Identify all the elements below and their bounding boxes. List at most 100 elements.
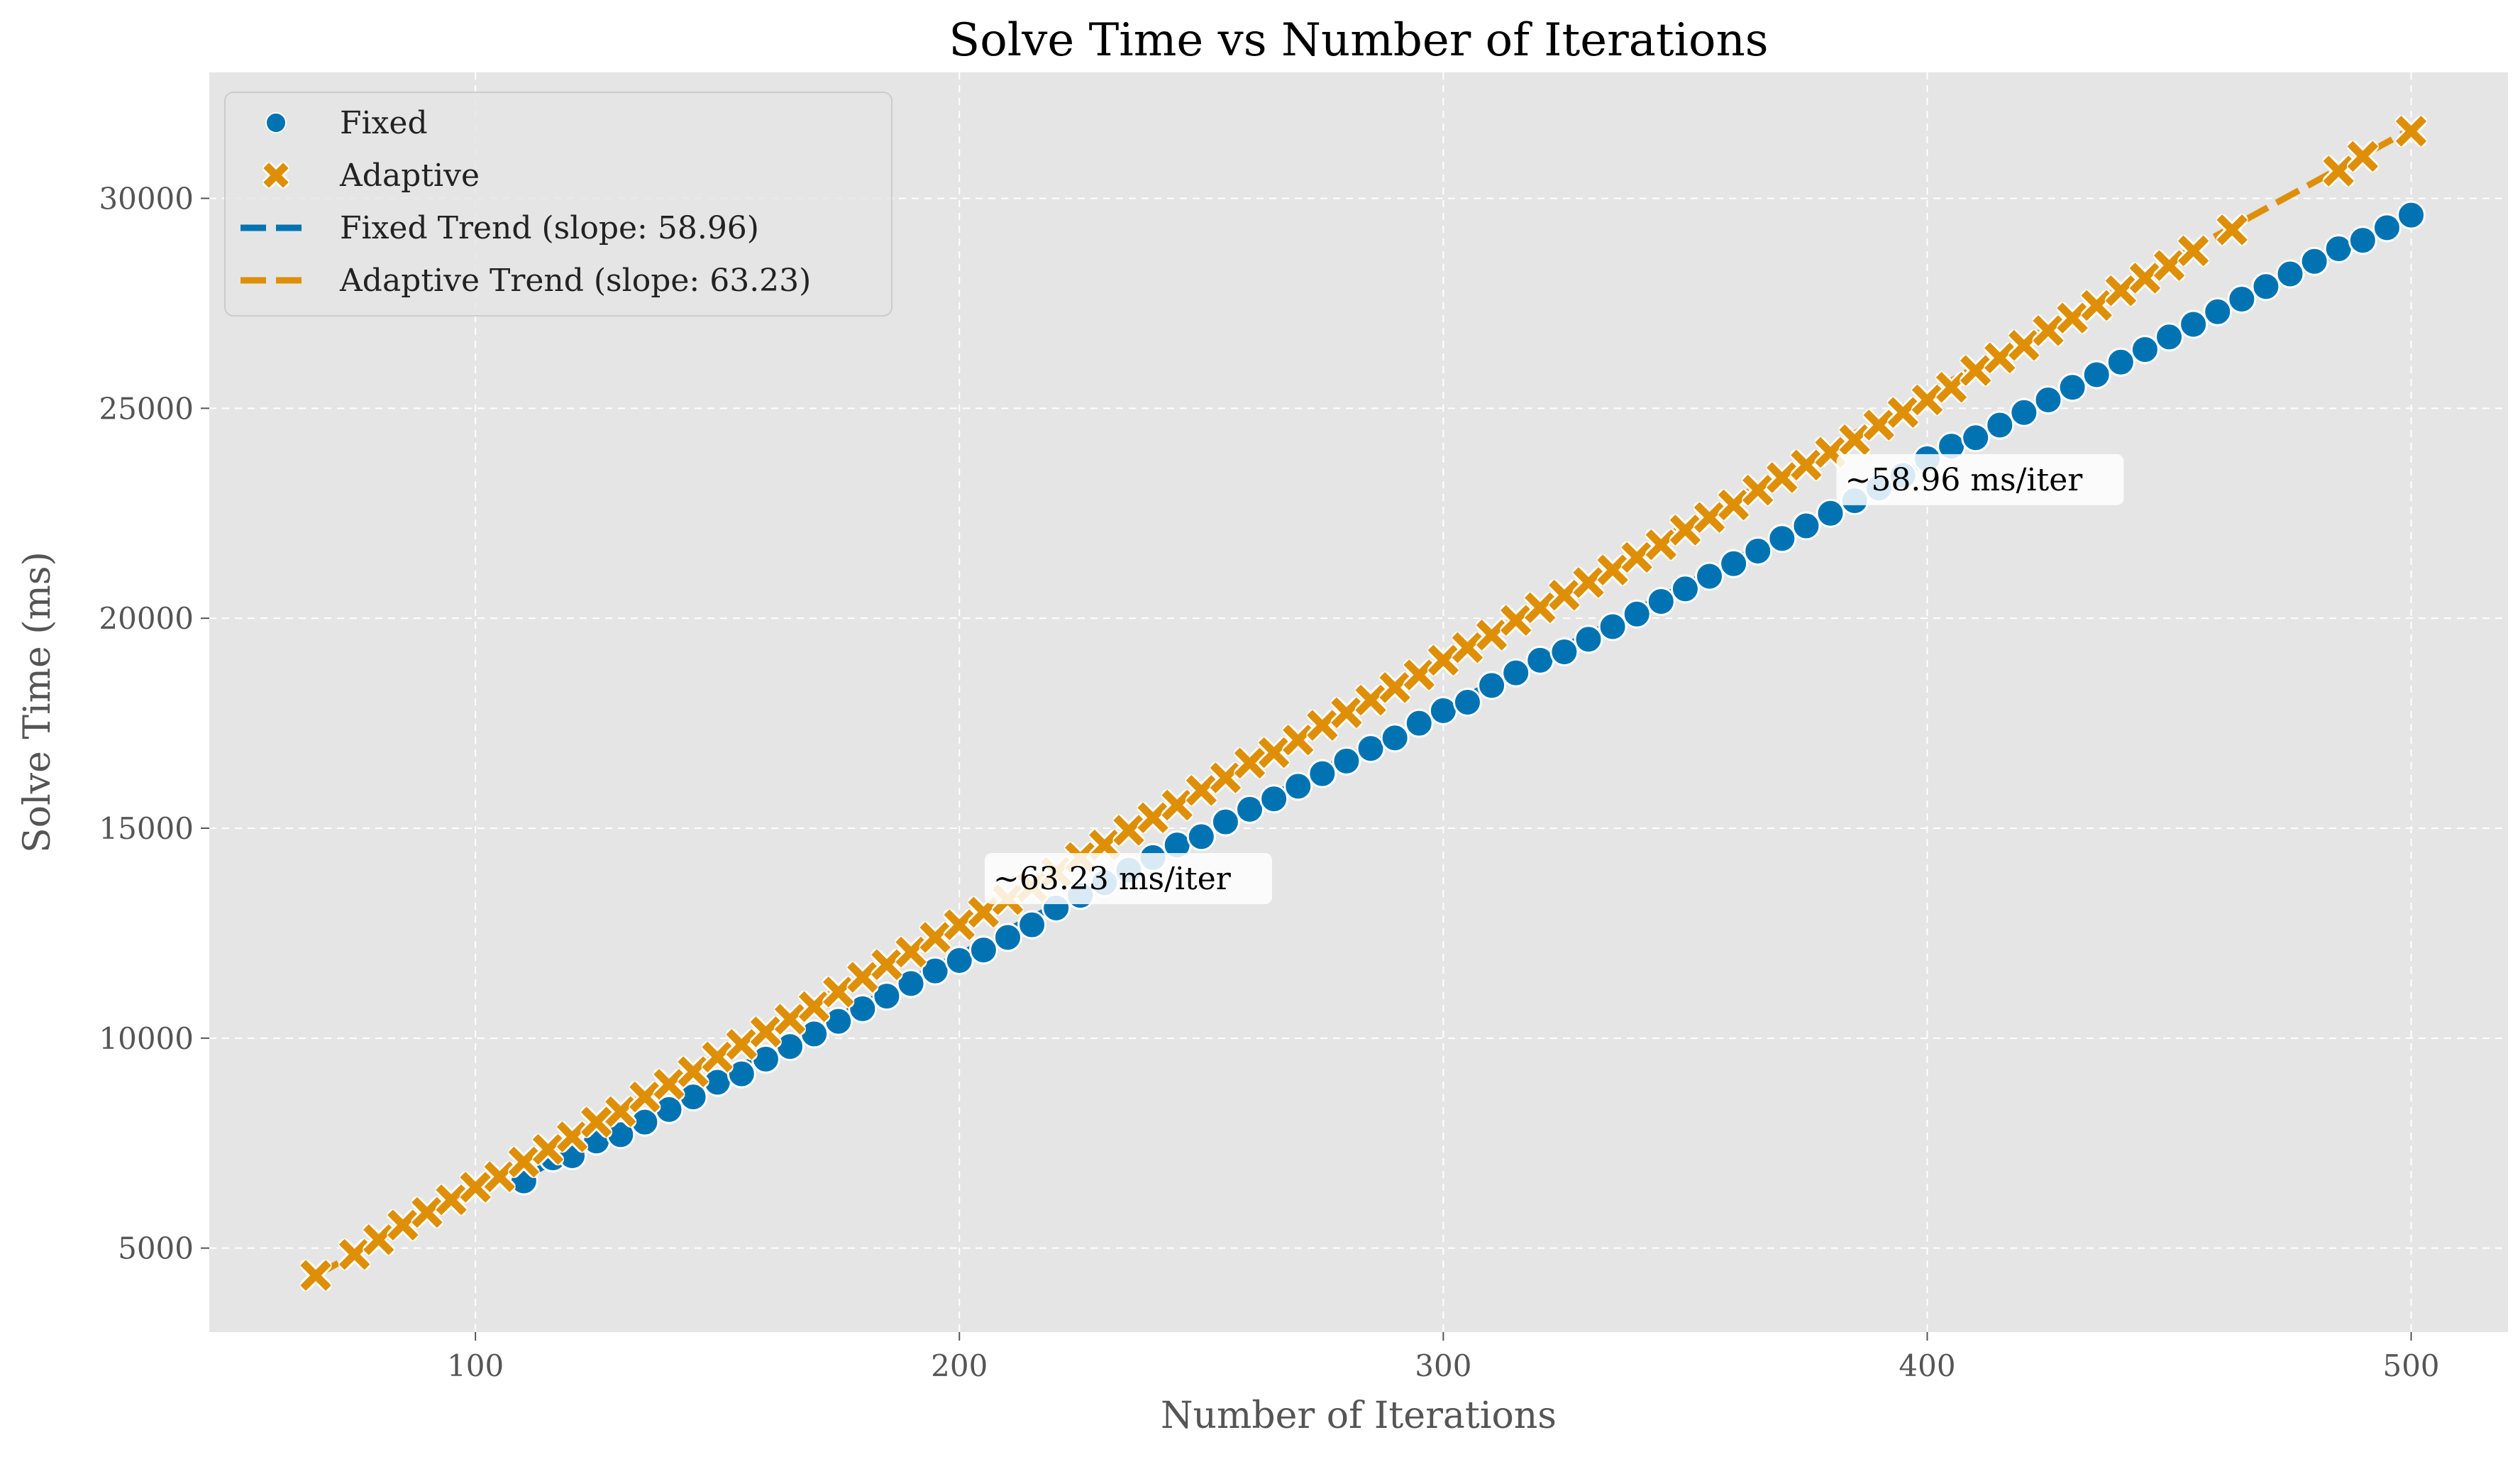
fixed-point	[726, 1059, 756, 1089]
adaptive-point	[1790, 449, 1823, 481]
fixed-point	[2203, 297, 2233, 326]
tick-labels: 100 200 300 400 500 5000 10000 15000 20000 25000 3…	[99, 182, 2439, 1384]
chart-title: Solve Time vs Number of Iterations	[949, 14, 1768, 67]
adaptive-point	[1427, 644, 1459, 676]
annotation-box	[1836, 453, 2124, 505]
fixed-point	[2179, 309, 2209, 339]
fixed-point	[2155, 322, 2184, 352]
adaptive-point	[1500, 604, 1532, 637]
fixed-point	[1356, 734, 1386, 764]
adaptive-point	[1766, 461, 1798, 494]
adaptive-point	[822, 976, 855, 1008]
fixed-point	[775, 1032, 805, 1062]
legend-fixed-trend-label: Fixed Trend (slope: 58.96)	[340, 210, 759, 246]
adaptive-point	[1596, 554, 1629, 586]
adaptive-point	[1088, 829, 1121, 862]
adaptive-point	[531, 1133, 564, 1166]
annotation-text: ~58.96 ms/iter	[1845, 462, 2084, 498]
fixed-point	[800, 1019, 829, 1049]
adaptive-point	[943, 908, 976, 941]
adaptive-point	[1886, 396, 1919, 429]
adaptive-point	[725, 1028, 758, 1061]
fixed-point	[2009, 397, 2039, 427]
fixed-point	[2251, 272, 2281, 302]
adaptive-point	[629, 1081, 661, 1114]
adaptive-point	[1548, 579, 1581, 612]
adaptive-point	[459, 1171, 492, 1204]
adaptive-point	[1161, 788, 1193, 821]
adaptive-point	[2128, 262, 2161, 295]
y-axis-title: Solve Time (ms)	[16, 551, 59, 853]
adaptive-point	[798, 990, 831, 1023]
y-tick-label: 20000	[99, 601, 194, 636]
adaptive-point	[1112, 814, 1145, 847]
adaptive-point	[2216, 214, 2248, 246]
fixed-point	[1646, 587, 1676, 616]
adaptive-point	[1282, 724, 1315, 757]
adaptive-point	[580, 1106, 613, 1138]
fixed-point	[1791, 511, 1821, 541]
fixed-point	[1332, 746, 1361, 776]
legend: Fixed Adaptive Fixed Trend (slope: 58.96) A…	[224, 92, 892, 317]
adaptive-point	[1476, 619, 1508, 651]
x-tick-label: 400	[1899, 1348, 1955, 1383]
adaptive-point	[299, 1259, 332, 1292]
legend-fixed-marker	[265, 112, 287, 133]
annotation-box	[985, 853, 1273, 904]
adaptive-point	[1234, 747, 1266, 779]
y-tick-label: 10000	[99, 1021, 194, 1056]
fixed-point	[1186, 822, 1216, 852]
adaptive-point	[2153, 249, 2186, 282]
legend-adaptive-trend-label: Adaptive Trend (slope: 63.23)	[339, 263, 811, 299]
adaptive-point	[1742, 474, 1774, 507]
fixed-point	[1598, 612, 1628, 642]
annotations: ~58.96 ms/iter ~63.23 ms/iter	[985, 453, 2124, 904]
fixed-point	[993, 923, 1022, 952]
adaptive-point	[653, 1068, 685, 1101]
adaptive-point	[411, 1196, 443, 1228]
adaptive-point	[387, 1209, 419, 1241]
adaptive-point	[1838, 424, 1871, 456]
adaptive-point	[1209, 762, 1242, 794]
adaptive-point	[338, 1238, 371, 1271]
fixed-point	[1549, 637, 1579, 666]
adaptive-point	[701, 1040, 734, 1073]
adaptive-point	[1718, 488, 1750, 521]
fixed-point	[1380, 723, 1410, 753]
adaptive-point	[2056, 302, 2089, 334]
y-tick-label: 25000	[99, 391, 194, 426]
fixed-point	[2106, 347, 2135, 377]
fixed-point	[1574, 625, 1603, 654]
adaptive-point	[363, 1224, 395, 1256]
fixed-point	[1719, 549, 1749, 578]
fixed-point	[1816, 498, 1845, 528]
fixed-point	[1235, 794, 1265, 824]
fixed-point	[944, 945, 974, 975]
legend-adaptive-label: Adaptive	[339, 158, 480, 194]
legend-fixed-label: Fixed	[340, 105, 428, 141]
legend-box	[224, 92, 892, 317]
fixed-point	[1525, 645, 1555, 675]
adaptive-point	[774, 1003, 807, 1035]
adaptive-point	[604, 1095, 637, 1128]
adaptive-point	[556, 1121, 589, 1153]
fixed-point	[1743, 537, 1773, 566]
adaptive-point	[895, 936, 927, 969]
x-tick-label: 100	[447, 1348, 504, 1383]
adaptive-point	[1258, 737, 1291, 769]
fixed-point	[1259, 784, 1289, 814]
adaptive-point	[2322, 155, 2355, 187]
fixed-point	[1767, 524, 1797, 554]
y-tick-label: 30000	[99, 182, 194, 216]
fixed-point	[2372, 213, 2402, 243]
fixed-point	[1985, 410, 2015, 440]
adaptive-point	[1693, 501, 1726, 534]
fixed-point	[1428, 695, 1458, 725]
fixed-point	[1477, 671, 1507, 700]
fixed-point	[968, 935, 998, 965]
adaptive-point	[1620, 541, 1653, 573]
fixed-point	[1283, 771, 1313, 801]
adaptive-point	[2080, 289, 2113, 321]
adaptive-point	[871, 948, 903, 981]
adaptive-point	[919, 921, 951, 954]
